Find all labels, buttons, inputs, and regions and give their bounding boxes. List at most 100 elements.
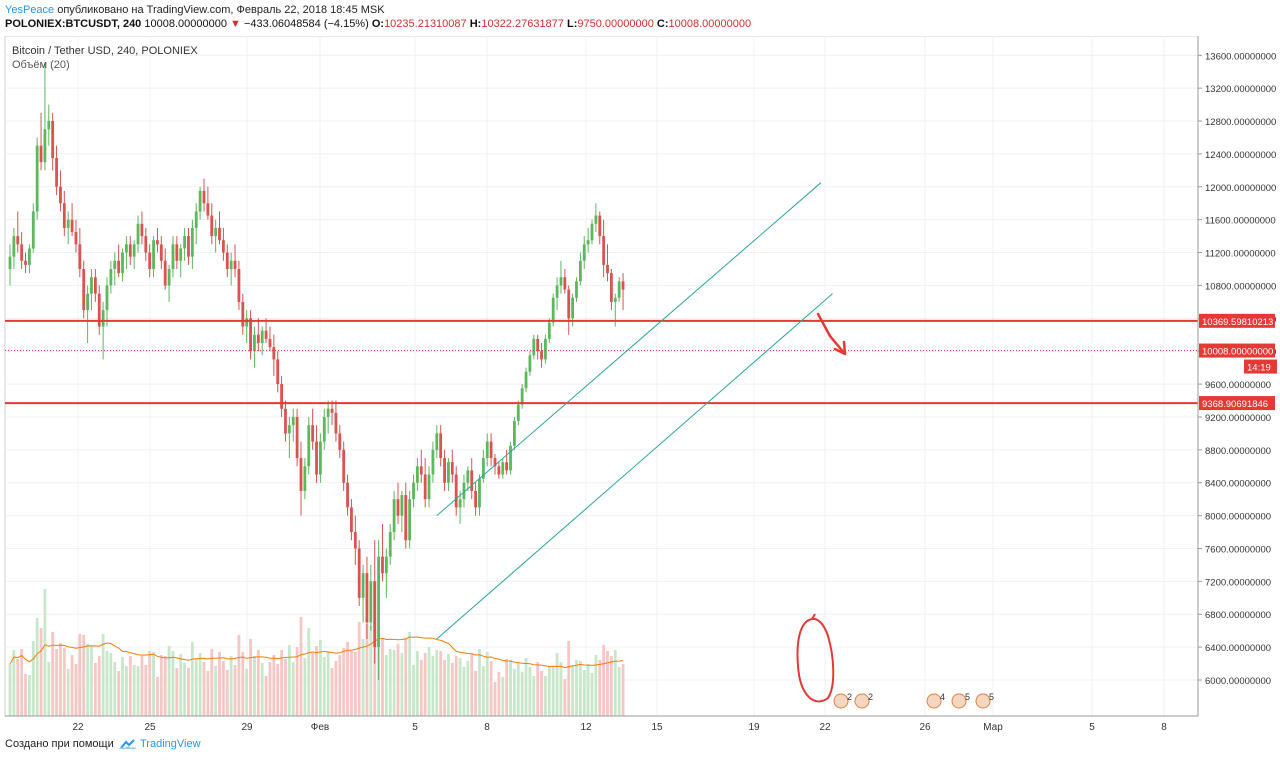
volume-bar: [319, 640, 322, 716]
time-tick-label: 25: [144, 722, 156, 733]
price-chart[interactable]: 6000.00000000 6400.00000000 6800.00000000 7…: [0, 36, 1280, 735]
volume-bar: [571, 666, 574, 716]
event-flag-icon[interactable]: 2: [854, 692, 873, 709]
volume-bar: [206, 671, 210, 716]
volume-bar: [117, 671, 121, 716]
candle-body: [121, 252, 124, 274]
candle-body: [563, 277, 567, 290]
volume-bar: [8, 664, 12, 716]
candle-body: [481, 458, 485, 479]
event-flag-icon[interactable]: 2: [833, 692, 852, 709]
price-tick-label: 6000.00000000: [1205, 676, 1271, 687]
volume-bar: [253, 656, 256, 716]
candle-body: [326, 408, 330, 417]
price-tick-label: 11600.00000000: [1205, 216, 1276, 227]
candle-body: [586, 240, 590, 245]
candle-body: [610, 273, 613, 302]
candle-body: [117, 260, 121, 274]
tradingview-brand-link[interactable]: TradingView: [140, 738, 201, 750]
time-tick-label: Фев: [311, 722, 329, 733]
volume-bar: [16, 659, 20, 716]
volume-bar: [547, 666, 551, 716]
candle-body: [55, 158, 58, 187]
volume-bar: [299, 617, 303, 716]
candle-body: [82, 269, 86, 311]
volume-bar: [233, 665, 237, 716]
close-value: 10008.00000000: [668, 18, 752, 30]
volume-bar: [617, 667, 621, 716]
time-tick-label: 29: [241, 722, 253, 733]
candle-body: [245, 318, 249, 327]
economic-events[interactable]: 2 2 4 5 5: [833, 692, 994, 709]
candle-body: [501, 462, 505, 475]
price-axis[interactable]: 6000.00000000 6400.00000000 6800.00000000 7…: [1197, 36, 1277, 716]
candle-body: [128, 244, 132, 257]
candle-body: [551, 297, 555, 323]
volume-bar: [222, 661, 225, 716]
volume-bar: [24, 674, 27, 716]
published-text: опубликовано на TradingView.com, Февраль…: [57, 4, 385, 16]
candle-body: [194, 211, 198, 228]
open-value: 10235.21310087: [384, 18, 467, 30]
candle-body: [520, 388, 524, 405]
volume-bar: [43, 589, 47, 716]
volume-bar: [280, 650, 283, 716]
low-label: L:: [566, 18, 578, 30]
candle-body: [544, 338, 547, 360]
volume-bar: [544, 676, 547, 716]
tradingview-cloud-icon[interactable]: [118, 737, 138, 751]
volume-bar: [408, 632, 412, 716]
candle-body: [532, 338, 536, 356]
candle-body: [524, 371, 528, 389]
volume-bar: [62, 648, 66, 716]
candle-body: [171, 244, 175, 269]
volume-bar: [229, 656, 233, 716]
candle-body: [559, 277, 563, 286]
candle-body: [136, 223, 140, 245]
candle-body: [109, 269, 113, 286]
volume-bar: [334, 661, 338, 716]
volume-bar: [575, 660, 578, 716]
last-value: 10008.00000000: [144, 18, 227, 30]
volume-bar: [256, 650, 260, 716]
event-flag-icon[interactable]: 5: [951, 692, 970, 709]
volume-bar: [105, 651, 109, 716]
author-link[interactable]: YesPeace: [5, 4, 55, 16]
change-arrow-icon: ▼: [230, 18, 241, 30]
candle-body: [458, 499, 462, 508]
price-tick-label: 8800.00000000: [1205, 446, 1271, 457]
candle-body: [144, 236, 148, 253]
candle-body: [431, 449, 435, 475]
candle-body: [435, 433, 439, 450]
candle-body: [101, 310, 105, 327]
plot-area[interactable]: [4, 36, 1199, 717]
volume-bar: [384, 655, 388, 716]
volume-bar: [524, 658, 528, 716]
volume-bars: [8, 581, 625, 716]
candle-body: [365, 573, 369, 623]
candle-body: [31, 211, 35, 249]
event-flag-icon[interactable]: 5: [975, 692, 994, 709]
volume-bar: [156, 677, 159, 716]
volume-bar: [439, 651, 443, 716]
drawn-annotations[interactable]: [796, 312, 847, 703]
volume-bar: [128, 656, 132, 716]
volume-bar: [113, 662, 117, 716]
volume-bar: [621, 664, 625, 716]
price-level-tag: [1199, 313, 1275, 328]
volume-bar: [369, 626, 373, 716]
volume-bar: [101, 634, 105, 716]
event-flag-icon[interactable]: 4: [926, 692, 945, 709]
candle-body: [51, 121, 55, 159]
trend-channel[interactable]: [436, 182, 833, 640]
volume-bar: [346, 642, 349, 716]
candle-body: [602, 236, 606, 265]
candle-body: [249, 318, 252, 352]
horizontal-levels[interactable]: [5, 319, 1198, 405]
candle-body: [369, 581, 373, 623]
candle-body: [264, 330, 268, 339]
candle-body: [555, 285, 559, 298]
candle-body: [377, 556, 380, 648]
time-axis[interactable]: 22 25 29 Фев 5 8 12 15 19 22 26 Мар 5 8: [5, 715, 1198, 733]
volume-bar: [194, 659, 198, 716]
